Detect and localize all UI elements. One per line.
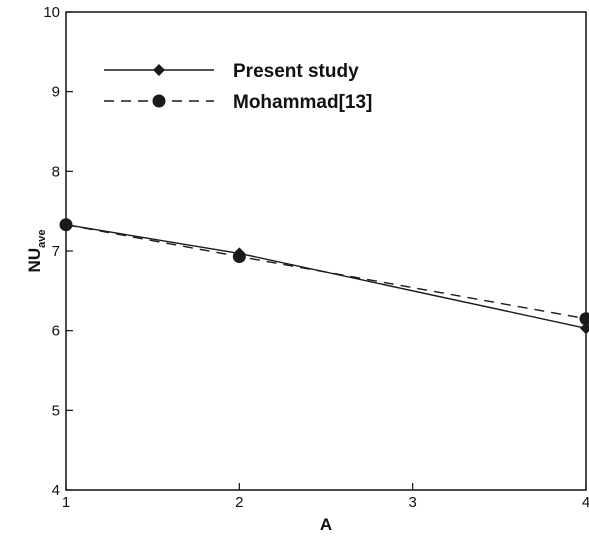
data-point-present-study — [580, 322, 589, 335]
y-tick-label: 4 — [52, 482, 60, 499]
y-tick-label: 10 — [43, 4, 60, 21]
y-tick-label: 7 — [52, 243, 60, 260]
y-axis-title: NUave — [25, 230, 48, 273]
legend: Present study Mohammad[13] — [104, 61, 372, 113]
x-tick-label: 4 — [582, 494, 589, 511]
y-tick-label: 8 — [52, 163, 60, 180]
x-tick-label: 3 — [408, 494, 416, 511]
y-axis-ticks: 4 5 6 7 8 9 10 — [43, 4, 73, 499]
plot-frame — [65, 11, 587, 491]
legend-marker-mohammad — [152, 94, 166, 108]
y-axis-title-subscript: ave — [36, 230, 48, 248]
series-line-present-study — [65, 224, 587, 329]
legend-label-present-study: Present study — [233, 61, 359, 82]
series-line-mohammad-13 — [65, 224, 587, 320]
y-axis-title-main: NU — [25, 248, 44, 273]
x-tick-label: 1 — [62, 494, 70, 511]
y-tick-label: 5 — [52, 402, 60, 419]
x-tick-label: 2 — [235, 494, 243, 511]
data-point-mohammad-13 — [579, 312, 589, 326]
x-axis-title: A — [320, 515, 332, 534]
x-axis-ticks: 1 2 3 4 — [62, 483, 589, 511]
legend-marker-present-study — [153, 64, 165, 76]
data-point-mohammad-13 — [59, 218, 73, 232]
y-tick-label: 6 — [52, 323, 60, 340]
legend-label-mohammad: Mohammad[13] — [233, 92, 372, 113]
series-layer — [59, 218, 589, 335]
data-point-mohammad-13 — [232, 250, 246, 264]
y-tick-label: 9 — [52, 84, 60, 101]
